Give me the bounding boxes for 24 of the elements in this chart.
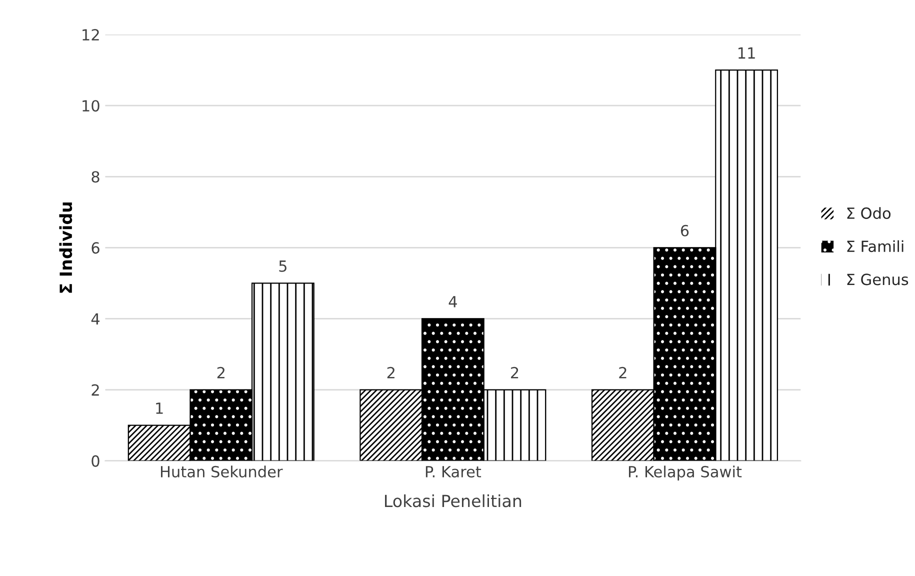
y-tick-label: 10 <box>82 100 100 112</box>
y-axis-title: Σ Individu <box>59 202 72 293</box>
data-label: 2 <box>619 366 626 378</box>
x-axis-title: Lokasi Penelitian <box>385 494 522 508</box>
x-tick-label: Hutan Sekunder <box>160 466 283 478</box>
data-label: 6 <box>680 224 689 236</box>
data-label: 2 <box>511 366 518 378</box>
data-label: 2 <box>217 366 224 378</box>
x-tick-label: P. Karet <box>426 466 482 478</box>
y-tick-label: 6 <box>92 242 100 254</box>
y-tick-label: 12 <box>82 29 99 40</box>
y-tick-label: 4 <box>91 313 100 325</box>
data-label: 5 <box>279 260 286 272</box>
legend-label: Σ Odo <box>847 207 891 219</box>
x-tick-label: P. Kelapa Sawit <box>628 466 742 480</box>
y-tick-label: 8 <box>92 171 100 183</box>
data-label: 1 <box>156 402 163 414</box>
data-label: 4 <box>448 296 457 308</box>
y-tick-label: 0 <box>92 455 100 467</box>
data-label: 2 <box>387 366 394 378</box>
y-tick-label: 2 <box>92 384 99 396</box>
legend-label: Σ Famili <box>847 240 904 252</box>
data-label: 11 <box>738 47 755 59</box>
legend-label: Σ Genus <box>847 274 908 286</box>
